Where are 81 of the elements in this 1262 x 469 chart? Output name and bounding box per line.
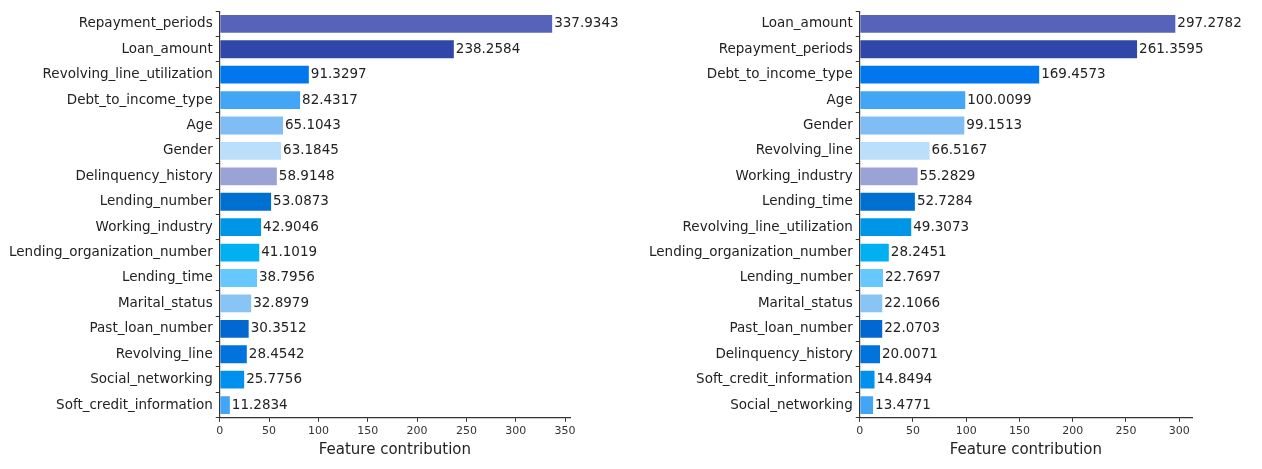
y-tick-label: Revolving_line_utilization xyxy=(682,217,853,234)
y-tick-label: Gender xyxy=(802,115,854,132)
y-tick-label: Working_industry xyxy=(95,217,213,234)
x-tick-label: 100 xyxy=(955,424,977,438)
x-tick-label: 300 xyxy=(1168,424,1190,438)
y-tick-label: Lending_number xyxy=(739,268,854,285)
y-tick-label: Marital_status xyxy=(117,293,213,310)
y-tick-label: Gender xyxy=(162,141,214,158)
y-tick-label: Debt_to_income_type xyxy=(66,90,213,107)
x-tick-label: 0 xyxy=(856,424,864,438)
x-axis-title: Feature contribution xyxy=(949,439,1103,458)
y-tick-label: Past_loan_number xyxy=(89,319,214,336)
data-label: 49.3073 xyxy=(913,217,970,234)
x-tick-label: 150 xyxy=(357,424,379,438)
data-label: 28.4542 xyxy=(248,344,305,361)
y-tick-label: Lending_time xyxy=(761,192,853,209)
y-tick-label: Loan_amount xyxy=(761,14,853,31)
data-label: 30.3512 xyxy=(250,319,307,336)
x-tick-label: 250 xyxy=(1115,424,1137,438)
y-tick-label: Soft_credit_information xyxy=(56,395,213,412)
data-label: 63.1845 xyxy=(283,141,339,158)
data-label: 11.2834 xyxy=(231,395,288,412)
y-tick-label: Repayment_periods xyxy=(78,14,213,31)
data-label: 337.9343 xyxy=(554,14,619,31)
y-tick-label: Revolving_line xyxy=(115,344,213,361)
x-tick-label: 200 xyxy=(406,424,428,438)
data-label: 42.9046 xyxy=(263,217,319,234)
data-label: 38.7956 xyxy=(259,268,315,285)
data-label: 66.5167 xyxy=(931,141,988,158)
y-tick-label: Past_loan_number xyxy=(729,319,854,336)
data-label: 52.7284 xyxy=(916,192,973,209)
x-tick-label: 0 xyxy=(216,424,224,438)
data-label: 28.2451 xyxy=(890,243,947,260)
y-tick-label: Loan_amount xyxy=(121,39,213,56)
x-tick-label: 100 xyxy=(307,424,329,438)
x-tick-label: 50 xyxy=(262,424,277,438)
data-label: 261.3595 xyxy=(1139,39,1204,56)
data-label: 14.8494 xyxy=(876,370,933,387)
x-tick-label: 250 xyxy=(455,424,477,438)
x-axis-title: Feature contribution xyxy=(318,439,472,458)
data-label: 55.2829 xyxy=(919,166,976,183)
data-label: 82.4317 xyxy=(302,90,358,107)
data-label: 13.4771 xyxy=(875,395,931,412)
data-label: 297.2782 xyxy=(1177,14,1242,31)
y-tick-label: Age xyxy=(826,90,853,107)
x-tick-label: 50 xyxy=(905,424,920,438)
y-tick-label: Delinquency_history xyxy=(75,166,213,183)
y-tick-label: Delinquency_history xyxy=(715,344,853,361)
data-label: 25.7756 xyxy=(246,370,302,387)
y-tick-label: Working_industry xyxy=(735,166,853,183)
y-tick-label: Lending_organization_number xyxy=(648,243,854,260)
data-label: 65.1043 xyxy=(284,115,341,132)
data-label: 41.1019 xyxy=(261,243,318,260)
x-tick-label: 200 xyxy=(1062,424,1084,438)
data-label: 22.0703 xyxy=(884,319,941,336)
y-tick-label: Revolving_line_utilization xyxy=(42,65,213,82)
y-tick-label: Marital_status xyxy=(757,293,853,310)
data-label: 238.2584 xyxy=(455,39,521,56)
y-tick-label: Debt_to_income_type xyxy=(706,65,853,82)
y-tick-label: Soft_credit_information xyxy=(696,370,853,387)
x-tick-label: 350 xyxy=(554,424,576,438)
y-tick-label: Repayment_periods xyxy=(718,39,853,56)
y-tick-label: Lending_number xyxy=(99,192,214,209)
data-label: 99.1513 xyxy=(966,115,1023,132)
y-tick-label: Lending_time xyxy=(121,268,213,285)
y-tick-label: Revolving_line xyxy=(755,141,853,158)
data-label: 22.7697 xyxy=(884,268,941,285)
data-label: 20.0071 xyxy=(882,344,938,361)
y-tick-label: Lending_organization_number xyxy=(8,243,214,260)
x-tick-label: 150 xyxy=(1008,424,1030,438)
y-tick-label: Social_networking xyxy=(90,370,213,387)
data-label: 22.1066 xyxy=(884,293,941,310)
data-label: 58.9148 xyxy=(278,166,335,183)
x-tick-label: 300 xyxy=(505,424,527,438)
data-label: 100.0099 xyxy=(967,90,1032,107)
data-label: 53.0873 xyxy=(273,192,329,209)
data-label: 32.8979 xyxy=(253,293,310,310)
data-label: 169.4573 xyxy=(1041,65,1106,82)
data-label: 91.3297 xyxy=(310,65,367,82)
y-tick-label: Social_networking xyxy=(730,395,853,412)
y-tick-label: Age xyxy=(186,115,213,132)
